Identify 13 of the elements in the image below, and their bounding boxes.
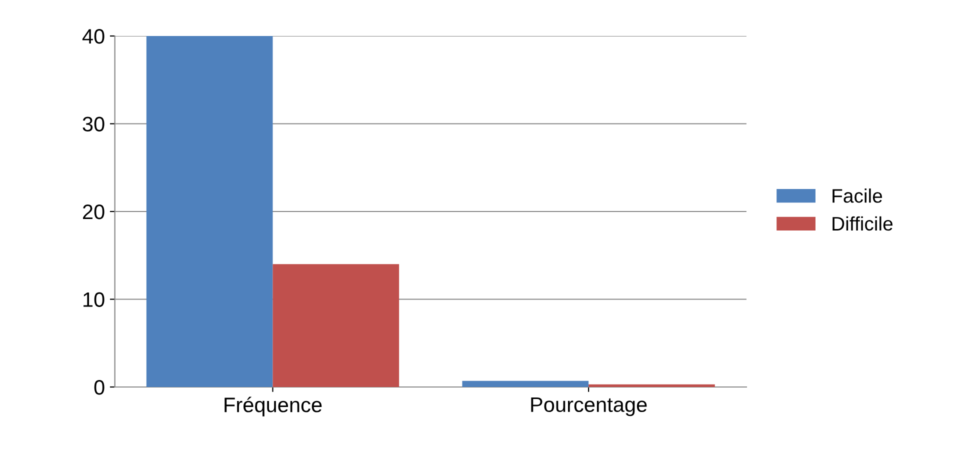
bar bbox=[462, 380, 589, 387]
x-tick-label: Fréquence bbox=[224, 396, 322, 416]
bar bbox=[588, 384, 715, 387]
y-tick-label: 20 bbox=[82, 204, 104, 220]
y-tick-label: 10 bbox=[84, 292, 104, 308]
legend-label: Facile bbox=[832, 188, 882, 203]
y-tick-label: 30 bbox=[82, 116, 104, 132]
legend-label: Difficile bbox=[832, 216, 892, 231]
y-tick-label: 0 bbox=[94, 380, 104, 395]
y-tick-label: 40 bbox=[82, 29, 104, 44]
bar bbox=[146, 36, 273, 387]
x-tick-label: Pourcentage bbox=[531, 397, 647, 416]
bar bbox=[272, 264, 400, 387]
